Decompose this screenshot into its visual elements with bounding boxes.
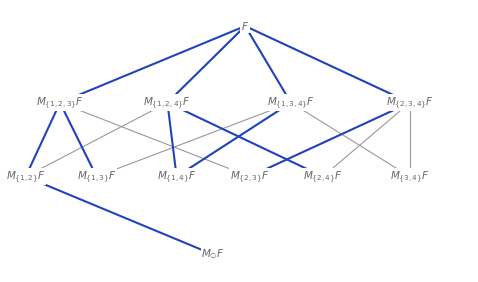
Text: $F$: $F$ [241,20,249,32]
Text: $M_{\{1,3,4\}}F$: $M_{\{1,3,4\}}F$ [267,95,315,111]
Text: $M_{\{2,4\}}F$: $M_{\{2,4\}}F$ [303,169,343,184]
Text: $M_{\{3,4\}}F$: $M_{\{3,4\}}F$ [390,169,430,184]
Text: $M_{\{2,3,4\}}F$: $M_{\{2,3,4\}}F$ [386,95,434,111]
Text: $M_{\{1,3\}}F$: $M_{\{1,3\}}F$ [77,169,116,184]
Text: $M_{\emptyset}F$: $M_{\emptyset}F$ [201,248,225,261]
Text: $M_{\{1,2,4\}}F$: $M_{\{1,2,4\}}F$ [143,95,191,111]
Text: $M_{\{1,2\}}F$: $M_{\{1,2\}}F$ [6,169,45,184]
Text: $M_{\{1,2,3\}}F$: $M_{\{1,2,3\}}F$ [36,95,84,111]
Text: $M_{\{2,3\}}F$: $M_{\{2,3\}}F$ [230,169,270,184]
Text: $M_{\{1,4\}}F$: $M_{\{1,4\}}F$ [157,169,196,184]
